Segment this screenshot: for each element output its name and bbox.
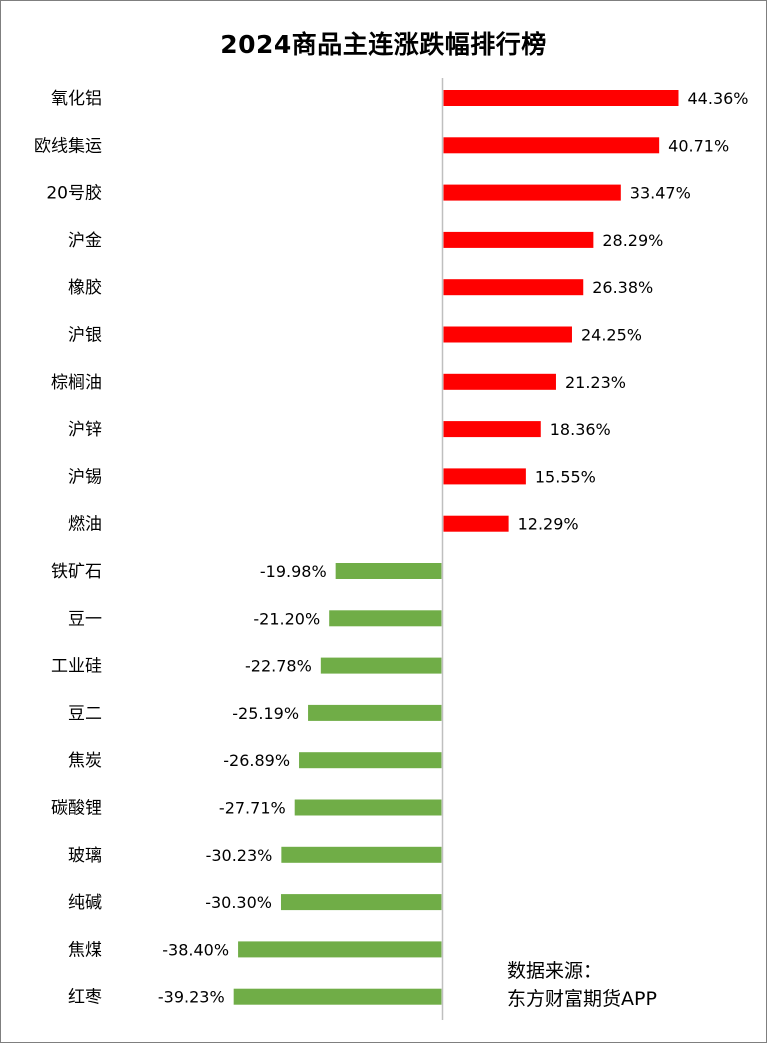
value-label: 28.29% — [602, 231, 663, 250]
value-label: -39.23% — [158, 988, 225, 1007]
data-source-name: 东方财富期货APP — [507, 988, 657, 1010]
bar-7 — [443, 373, 556, 390]
bar-6 — [443, 326, 572, 343]
bar-18 — [280, 894, 442, 911]
bar-3 — [443, 184, 621, 201]
bar-8 — [443, 421, 541, 438]
value-label: -30.30% — [205, 893, 272, 912]
value-label: 26.38% — [592, 278, 653, 297]
category-label: 红枣 — [68, 988, 102, 1008]
bar-2 — [443, 137, 660, 154]
category-label: 纯碱 — [68, 893, 102, 913]
bar-14 — [308, 704, 442, 721]
category-label: 铁矿石 — [51, 562, 102, 582]
category-label: 豆一 — [68, 609, 102, 629]
category-label: 沪锌 — [68, 420, 102, 440]
category-label: 沪银 — [68, 326, 102, 346]
category-label: 焦煤 — [68, 940, 102, 960]
value-label: 44.36% — [688, 89, 749, 108]
value-label: 12.29% — [518, 515, 579, 534]
category-label: 燃油 — [68, 515, 102, 535]
category-label: 沪金 — [68, 231, 102, 251]
bar-20 — [233, 988, 442, 1005]
bar-11 — [335, 563, 442, 579]
bar-19 — [238, 941, 442, 958]
value-label: -30.23% — [206, 846, 273, 865]
bar-12 — [329, 610, 442, 627]
category-label: 橡胶 — [68, 278, 102, 298]
category-label: 欧线集运 — [34, 136, 102, 156]
value-label: -21.20% — [253, 609, 320, 628]
bar-4 — [443, 231, 594, 248]
category-label: 沪锡 — [68, 467, 102, 487]
value-label: 15.55% — [535, 467, 596, 486]
value-label: 21.23% — [565, 373, 626, 392]
category-label: 玻璃 — [68, 846, 102, 866]
bar-5 — [443, 279, 584, 296]
data-source-label: 数据来源： — [507, 960, 603, 982]
category-label: 焦炭 — [68, 751, 102, 771]
value-label: -22.78% — [245, 657, 312, 676]
bar-15 — [299, 752, 442, 769]
category-label: 氧化铝 — [51, 89, 102, 109]
value-label: -25.19% — [232, 704, 299, 723]
data-source-note: 数据来源： 东方财富期货APP — [507, 957, 657, 1013]
bar-16 — [294, 799, 442, 816]
category-label: 碳酸锂 — [51, 799, 102, 819]
value-label: -27.71% — [219, 799, 286, 818]
value-label: -38.40% — [162, 940, 229, 959]
value-label: 40.71% — [668, 136, 729, 155]
value-label: -26.89% — [223, 751, 290, 770]
bar-1 — [443, 90, 679, 106]
category-label: 工业硅 — [51, 657, 102, 677]
bar-9 — [443, 468, 526, 485]
value-label: 33.47% — [630, 184, 691, 203]
chart-title: 2024商品主连涨跌幅排行榜 — [220, 30, 547, 59]
bar-13 — [320, 657, 442, 674]
bar-10 — [443, 515, 509, 532]
category-label: 20号胶 — [46, 184, 102, 204]
bar-17 — [281, 846, 442, 863]
value-label: 24.25% — [581, 326, 642, 345]
category-label: 豆二 — [68, 704, 102, 724]
category-label: 棕榈油 — [51, 373, 102, 393]
value-label: 18.36% — [550, 420, 611, 439]
value-label: -19.98% — [260, 562, 327, 581]
